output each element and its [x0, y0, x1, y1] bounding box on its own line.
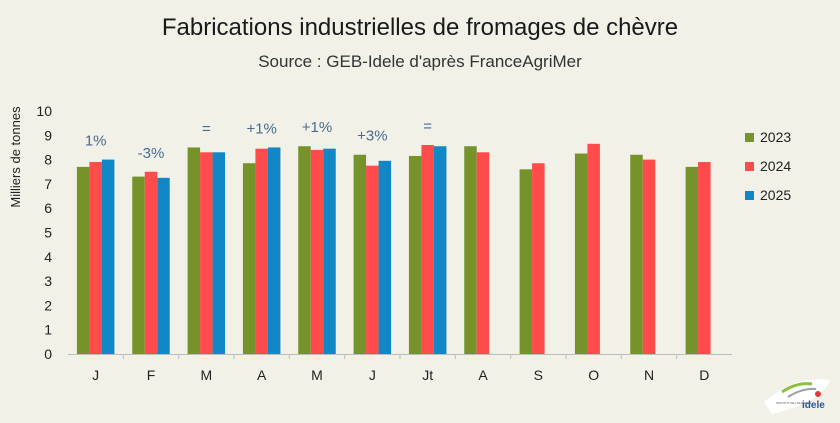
- y-tick-label: 8: [44, 152, 52, 168]
- bar-2024: [698, 162, 711, 354]
- change-annotation: +1%: [302, 119, 332, 136]
- idele-logo-icon: INSTITUT DE L'ÉLEVAGE idele: [764, 378, 830, 414]
- logo-text: idele: [802, 400, 825, 411]
- bar-2024: [200, 152, 213, 354]
- bar-2024: [476, 152, 490, 354]
- bar-2023: [76, 166, 90, 354]
- bar-2023: [519, 169, 533, 354]
- x-tick-label: Jt: [422, 367, 433, 383]
- bar-2024: [366, 165, 379, 354]
- change-annotation: +1%: [246, 120, 276, 137]
- bar-2025: [212, 152, 226, 354]
- logo-small-text: INSTITUT DE L'ÉLEVAGE: [776, 400, 811, 405]
- bar-2024: [144, 171, 158, 354]
- change-annotation: =: [202, 120, 211, 137]
- bar-2024: [310, 149, 324, 354]
- bar-2023: [685, 166, 699, 354]
- change-annotation: 1%: [85, 133, 107, 150]
- chart-title: Fabrications industrielles de fromages d…: [161, 14, 679, 41]
- legend-swatch-2025: [745, 191, 754, 200]
- bar-2023: [408, 155, 422, 354]
- legend-label: 2024: [760, 158, 791, 174]
- y-axis-label: Milliers de tonnes: [8, 106, 23, 208]
- x-tick-label: N: [644, 367, 654, 383]
- y-tick-label: 6: [44, 200, 52, 216]
- y-tick-label: 0: [44, 346, 52, 362]
- y-tick-label: 10: [36, 103, 52, 119]
- bar-2025: [378, 160, 392, 354]
- bar-2024: [89, 162, 102, 354]
- x-tick-label: S: [534, 367, 543, 383]
- bar-2025: [157, 177, 170, 354]
- x-tick-label: F: [147, 367, 156, 383]
- bar-2025: [323, 148, 336, 354]
- legend-swatch-2023: [745, 133, 754, 142]
- change-annotation: -3%: [138, 145, 165, 162]
- bar-2023: [630, 154, 643, 354]
- bar-2024: [532, 163, 545, 354]
- change-annotation: =: [423, 118, 432, 135]
- y-tick-label: 2: [44, 297, 52, 313]
- y-tick-label: 7: [44, 176, 52, 192]
- bar-2025: [101, 159, 115, 354]
- y-tick-label: 4: [44, 249, 52, 265]
- x-tick-label: A: [257, 367, 267, 383]
- x-tick-label: D: [699, 367, 709, 383]
- legend-label: 2023: [760, 129, 791, 145]
- x-tick-label: O: [588, 367, 599, 383]
- legend-swatch-2024: [745, 162, 754, 171]
- bar-2023: [242, 163, 256, 354]
- x-tick-label: A: [478, 367, 488, 383]
- legend-label: 2025: [760, 187, 791, 203]
- bar-2023: [574, 153, 588, 354]
- bar-2023: [132, 176, 145, 354]
- bar-2025: [267, 147, 281, 354]
- x-tick-label: J: [92, 367, 99, 383]
- y-tick-label: 1: [44, 322, 52, 338]
- change-annotation: +3%: [357, 128, 387, 145]
- bar-2024: [255, 148, 268, 354]
- bar-2024: [587, 143, 600, 354]
- x-tick-label: M: [200, 367, 212, 383]
- bar-2023: [298, 146, 311, 354]
- bar-2024: [642, 159, 656, 354]
- y-tick-label: 3: [44, 273, 52, 289]
- chart-subtitle: Source : GEB-Idele d'après FranceAgriMer: [258, 52, 582, 71]
- y-tick-label: 5: [44, 225, 52, 241]
- bar-2023: [353, 154, 367, 354]
- bar-2024: [421, 145, 434, 354]
- bar-2023: [187, 147, 201, 354]
- bar-2025: [433, 146, 447, 354]
- bar-2023: [464, 146, 477, 354]
- x-tick-label: M: [311, 367, 323, 383]
- x-tick-label: J: [369, 367, 376, 383]
- y-tick-label: 9: [44, 127, 52, 143]
